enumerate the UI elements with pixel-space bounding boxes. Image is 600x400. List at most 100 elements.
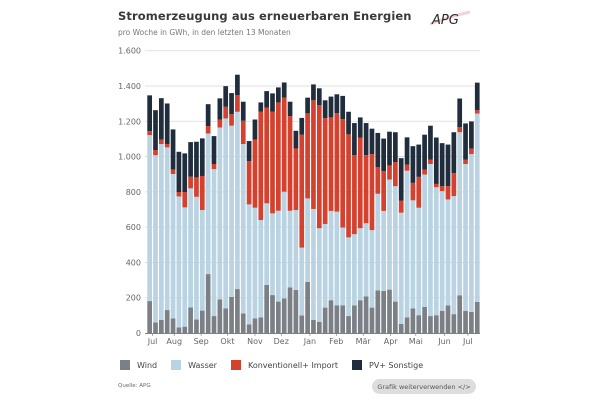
bar-segment-wasser	[369, 230, 375, 308]
bar-segment-konventionell	[276, 102, 281, 211]
bar-segment-pv	[305, 97, 310, 114]
bar-segment-wind	[469, 311, 474, 333]
bar-segment-wind	[328, 300, 334, 333]
bar-segment-wind	[199, 310, 205, 333]
bar-segment-pv	[252, 119, 258, 140]
bar-segment-wasser	[211, 169, 217, 317]
bar-segment-pv	[428, 125, 433, 160]
bar-segment-pv	[363, 123, 369, 156]
bar-segment-wasser	[398, 212, 404, 325]
bar-segment-konventionell	[182, 192, 188, 208]
bar-segment-wasser	[199, 210, 205, 311]
y-tick-label: 800	[126, 188, 141, 197]
bar-segment-wasser	[205, 133, 211, 275]
bar-segment-pv	[474, 82, 480, 111]
bar-segment-pv	[153, 110, 158, 151]
bar-segment-konventionell	[188, 176, 193, 189]
bar-segment-konventionell	[346, 134, 351, 238]
legend-label: Wasser	[188, 360, 217, 370]
bar-segment-konventionell	[416, 176, 422, 208]
bar-segment-wasser	[153, 155, 158, 323]
bar-segment-wind	[439, 310, 445, 333]
bar-segment-konventionell	[252, 139, 258, 208]
legend-item-wind[interactable]: Wind	[120, 360, 157, 370]
bar-segment-konventionell	[375, 166, 381, 194]
x-tick-label: Nov	[247, 337, 263, 346]
legend-item-konventionell[interactable]: Konventionell+ Import	[230, 360, 338, 370]
bar-segment-konventionell	[311, 100, 316, 209]
bar-segment-konventionell	[422, 169, 427, 175]
bar-segment-pv	[270, 93, 275, 112]
svg-text:APG: APG	[431, 13, 459, 28]
legend-label: PV+ Sonstige	[369, 360, 424, 370]
bar-segment-konventionell	[340, 119, 346, 228]
bar-segment-pv	[194, 141, 199, 178]
legend-label: Konventionell+ Import	[247, 360, 338, 370]
bar-segment-wasser	[410, 200, 416, 309]
bar-segment-konventionell	[246, 161, 252, 205]
bar-segment-wasser	[404, 170, 410, 318]
bar-segment-pv	[311, 84, 316, 101]
bar-segment-wasser	[422, 174, 427, 307]
bar-segment-wasser	[363, 223, 369, 297]
bar-segment-konventionell	[199, 175, 205, 211]
bar-segment-wind	[322, 307, 328, 333]
bar-segment-wasser	[457, 132, 463, 296]
bar-segment-konventionell	[281, 97, 287, 192]
bar-segment-wind	[316, 321, 322, 333]
bar-segment-pv	[346, 111, 351, 135]
y-tick-label: 1.200	[118, 117, 141, 126]
bar-segment-pv	[164, 103, 170, 145]
bar-segment-wind	[311, 319, 316, 333]
bar-segment-wind	[281, 298, 287, 333]
bar-segment-konventionell	[469, 148, 474, 155]
bar-segment-pv	[433, 137, 439, 184]
bar-segment-wind	[147, 301, 152, 333]
bar-segment-wasser	[381, 210, 386, 292]
bar-segment-wasser	[375, 193, 381, 291]
reuse-chart-button[interactable]: Grafik weiterverwenden </>	[372, 379, 476, 394]
legend-item-wasser[interactable]: Wasser	[171, 360, 217, 370]
bar-segment-pv	[328, 96, 334, 118]
bar-segment-pv	[469, 121, 474, 149]
bar-segment-konventionell	[293, 148, 299, 211]
legend-swatch-konventionell	[230, 360, 241, 370]
legend-item-pv[interactable]: PV+ Sonstige	[352, 360, 423, 370]
legend-swatch-wind	[120, 360, 130, 370]
bar-segment-wasser	[276, 210, 281, 302]
legend-swatch-pv	[352, 360, 362, 370]
bar-segment-wasser	[428, 163, 433, 317]
bar-segment-pv	[229, 93, 234, 115]
bar-segment-wind	[264, 285, 269, 333]
bar-segment-wind	[416, 315, 422, 333]
bar-segment-wind	[270, 295, 275, 333]
y-tick-label: 1.400	[118, 82, 141, 91]
y-tick-label: 0	[136, 329, 141, 338]
bar-segment-wind	[463, 310, 468, 333]
bar-segment-pv	[276, 87, 281, 103]
bar-segment-wind	[159, 319, 164, 333]
bar-segment-konventionell	[240, 120, 246, 145]
bar-segment-wasser	[223, 118, 229, 309]
bar-segment-pv	[264, 91, 269, 108]
bar-segment-wind	[176, 327, 182, 333]
bar-segment-wasser	[217, 127, 223, 300]
bar-segment-wasser	[451, 196, 457, 315]
bar-segment-konventionell	[258, 111, 264, 221]
legend: Wind Wasser Konventionell+ Import PV+ So…	[120, 360, 437, 370]
bar-segment-wasser	[258, 220, 264, 318]
bar-segment-konventionell	[176, 192, 182, 197]
bar-segment-pv	[393, 132, 398, 163]
bar-segment-konventionell	[369, 154, 375, 231]
bar-segment-pv	[352, 123, 357, 156]
x-tick-label: Dez	[274, 337, 289, 346]
bar-segment-pv	[416, 144, 422, 177]
chart-title: Stromerzeugung aus erneuerbaren Energien	[118, 9, 412, 23]
bar-segment-wasser	[240, 144, 246, 314]
bar-segment-pv	[463, 123, 468, 160]
bar-segment-pv	[287, 101, 293, 117]
bar-segment-konventionell	[229, 114, 234, 126]
bar-segment-pv	[316, 88, 322, 106]
bar-segment-konventionell	[398, 200, 404, 213]
bar-segment-wind	[451, 314, 457, 333]
